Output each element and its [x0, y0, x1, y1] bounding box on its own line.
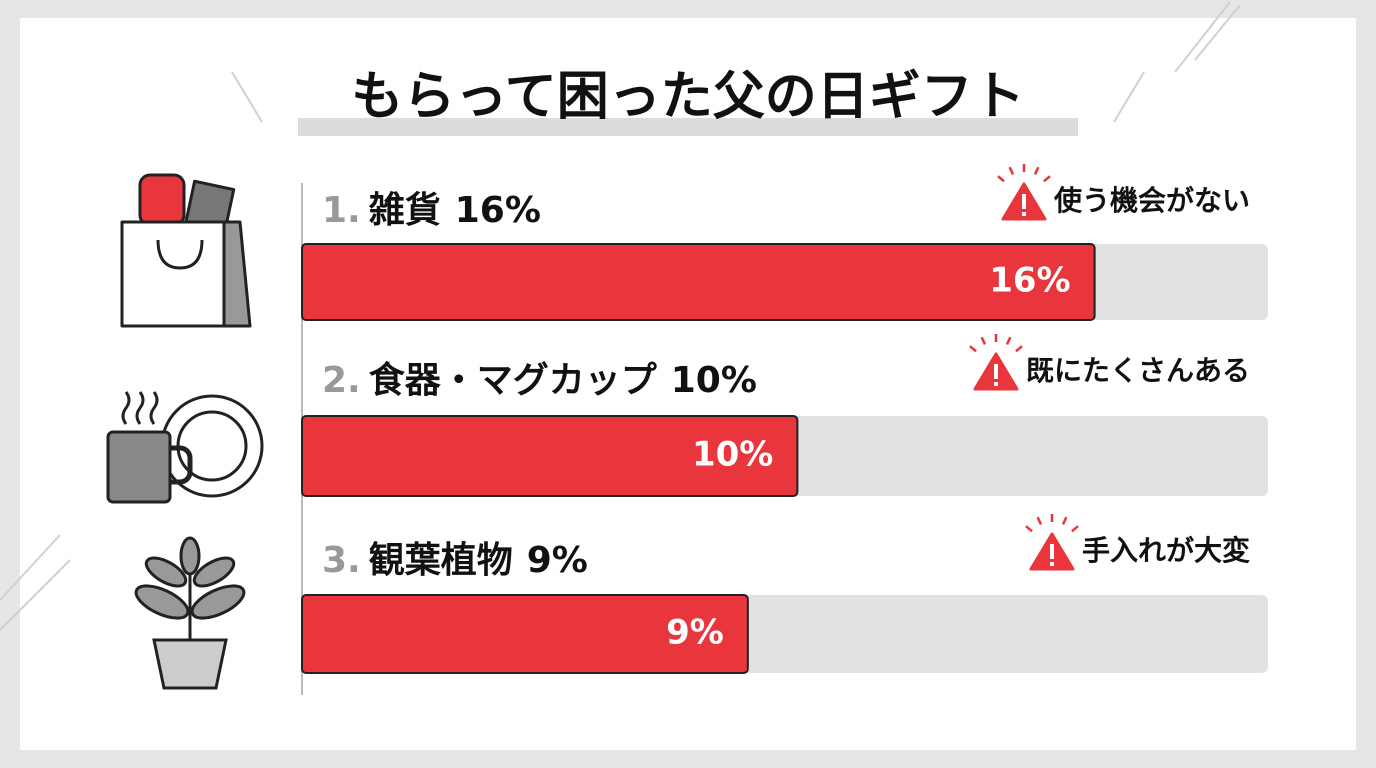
- rank: 3.: [322, 540, 361, 581]
- category-heading: 3. 観葉植物 9%: [322, 540, 588, 581]
- heading-value: 9%: [527, 540, 588, 581]
- warning-ray: [1005, 336, 1012, 345]
- warning-ray: [980, 336, 987, 345]
- warning-ray: [997, 175, 1005, 183]
- warning-ray: [1025, 525, 1033, 533]
- bag-icon: [120, 173, 252, 328]
- note: 既にたくさんある: [1026, 354, 1250, 387]
- warning-mark: [993, 364, 998, 379]
- warning-ray: [1061, 516, 1068, 525]
- warning-ray: [1036, 516, 1043, 525]
- warning-ray: [1043, 175, 1051, 183]
- warning-ray: [1015, 345, 1023, 353]
- heading-value: 10%: [671, 360, 757, 401]
- bar: [301, 415, 799, 497]
- decor: [0, 1, 1241, 631]
- note: 使う機会がない: [1053, 184, 1250, 217]
- category-heading: 1. 雑貨 16%: [322, 190, 541, 231]
- warning-ray: [1008, 166, 1015, 175]
- rank: 2.: [322, 360, 361, 401]
- title-underline: [298, 118, 1078, 136]
- heading-value: 16%: [455, 190, 541, 231]
- bar: [301, 243, 1096, 321]
- warning-ray: [1071, 525, 1079, 533]
- plant-icon: [134, 536, 246, 690]
- warning-dot: [993, 382, 998, 386]
- warning-dot: [1021, 212, 1026, 216]
- warning-dot: [1049, 562, 1054, 566]
- rank: 1.: [322, 190, 361, 231]
- warning-mark: [1049, 544, 1054, 559]
- category-heading: 2. 食器・マグカップ 10%: [322, 360, 757, 401]
- warning-ray: [969, 345, 977, 353]
- category-label: 食器・マグカップ: [369, 360, 657, 401]
- mug-icon: [106, 391, 264, 504]
- value-label: 10%: [692, 435, 773, 475]
- warning-ray: [1033, 166, 1040, 175]
- category-label: 観葉植物: [369, 540, 513, 581]
- warning-mark: [1021, 194, 1026, 209]
- value-label: 9%: [666, 613, 724, 653]
- chart-title: もらって困った父の日ギフト: [351, 67, 1024, 127]
- bar: [301, 594, 749, 674]
- category-label: 雑貨: [368, 190, 441, 231]
- note: 手入れが大変: [1082, 534, 1250, 567]
- value-label: 16%: [989, 261, 1070, 301]
